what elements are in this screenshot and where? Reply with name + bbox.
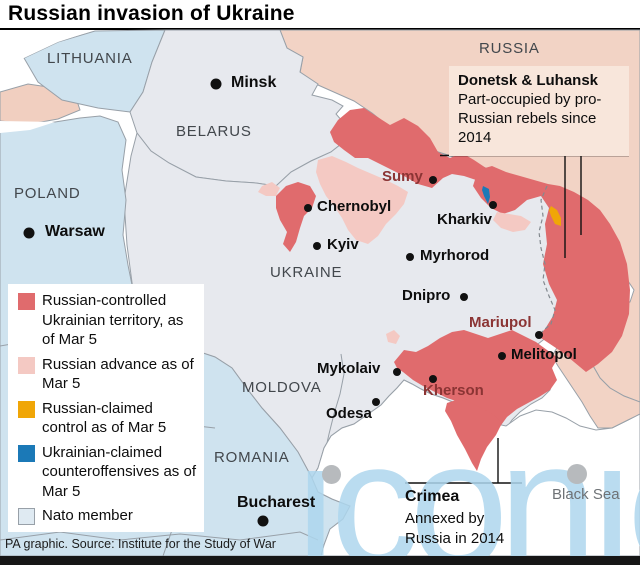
- city-dot-kharkiv: [489, 201, 497, 209]
- legend-item-russian-controlled: Russian-controlled Ukrainian territory, …: [18, 291, 196, 350]
- legend-swatch-russian-controlled: [18, 293, 35, 310]
- title-divider: [0, 28, 640, 30]
- watermark-i-dot-2: [567, 464, 587, 484]
- bottom-bar: [0, 556, 640, 565]
- city-dot-mariupol: [535, 331, 543, 339]
- legend-swatch-nato: [18, 508, 35, 525]
- advance-kharkiv-south: [493, 212, 531, 232]
- city-dot-minsk: [210, 78, 222, 90]
- donetsk-annotation-body: Part-occupied by pro-Russian rebels sinc…: [458, 91, 602, 146]
- controlled-north-band: [330, 108, 497, 188]
- controlled-chernobyl: [276, 182, 316, 252]
- donbas-dashed-border: [537, 185, 556, 337]
- city-dot-kyiv: [313, 242, 321, 250]
- legend-label-nato: Nato member: [42, 507, 133, 524]
- controlled-south: [394, 330, 558, 428]
- watermark-i-dot-1: [322, 465, 341, 484]
- border-romania-bulgaria: [0, 531, 319, 541]
- city-dot-melitopol: [498, 352, 506, 360]
- legend-item-counteroffensives: Ukrainian-claimed counteroffensives as o…: [18, 443, 196, 502]
- legend-label-counteroffensives: Ukrainian-claimed counteroffensives as o…: [42, 443, 196, 500]
- advance-west-chernobyl: [258, 182, 280, 196]
- sea-baltic-sliver: [0, 121, 55, 133]
- city-dot-sumy: [429, 176, 437, 184]
- city-dot-kherson: [429, 375, 437, 383]
- legend-label-russian-controlled: Russian-controlled Ukrainian territory, …: [42, 292, 184, 348]
- claimed-orange: [549, 206, 561, 226]
- source-credit: PA graphic. Source: Institute for the St…: [5, 537, 276, 551]
- legend-panel: Russian-controlled Ukrainian territory, …: [8, 284, 204, 532]
- legend-item-russian-claimed: Russian-claimed control as of Mar 5: [18, 399, 196, 438]
- crimea-annotation-body: Annexed by Russia in 2014: [405, 510, 505, 547]
- page-title: Russian invasion of Ukraine: [8, 2, 295, 25]
- controlled-crimea: [445, 399, 502, 471]
- legend-swatch-counteroffensives: [18, 444, 35, 462]
- donetsk-annotation-title: Donetsk & Luhansk: [458, 72, 599, 89]
- crimea-annotation-title: Crimea: [405, 488, 460, 505]
- legend-item-russian-advance: Russian advance as of Mar 5: [18, 355, 196, 394]
- sea-baltic: [0, 30, 95, 70]
- city-dot-warsaw: [23, 227, 35, 239]
- advance-kyiv-ne: [316, 156, 408, 244]
- city-dot-dnipro: [460, 293, 468, 301]
- crimea-annotation: Crimea Annexed by Russia in 2014: [405, 488, 535, 548]
- legend-label-russian-claimed: Russian-claimed control as of Mar 5: [42, 399, 167, 437]
- city-dot-odesa: [372, 398, 380, 406]
- counteroffensive-blue: [482, 186, 490, 204]
- legend-label-russian-advance: Russian advance as of Mar 5: [42, 355, 194, 393]
- donetsk-annotation: Donetsk & Luhansk Part-occupied by pro-R…: [449, 66, 629, 156]
- legend-swatch-russian-claimed: [18, 400, 35, 418]
- legend-swatch-russian-advance: [18, 356, 35, 374]
- advance-mykolaiv-arm: [386, 330, 400, 344]
- legend-item-nato: Nato member: [18, 506, 196, 526]
- city-dot-myrhorod: [406, 253, 414, 261]
- city-dot-bucharest: [257, 515, 269, 527]
- iconic-watermark: ıconıc: [291, 404, 640, 565]
- controlled-east: [473, 166, 630, 372]
- city-dot-chernobyl: [304, 204, 312, 212]
- city-dot-mykolaiv: [393, 368, 401, 376]
